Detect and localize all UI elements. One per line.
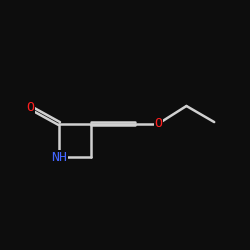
Text: O: O [26,101,34,114]
Text: O: O [155,117,163,130]
Text: NH: NH [51,151,67,164]
